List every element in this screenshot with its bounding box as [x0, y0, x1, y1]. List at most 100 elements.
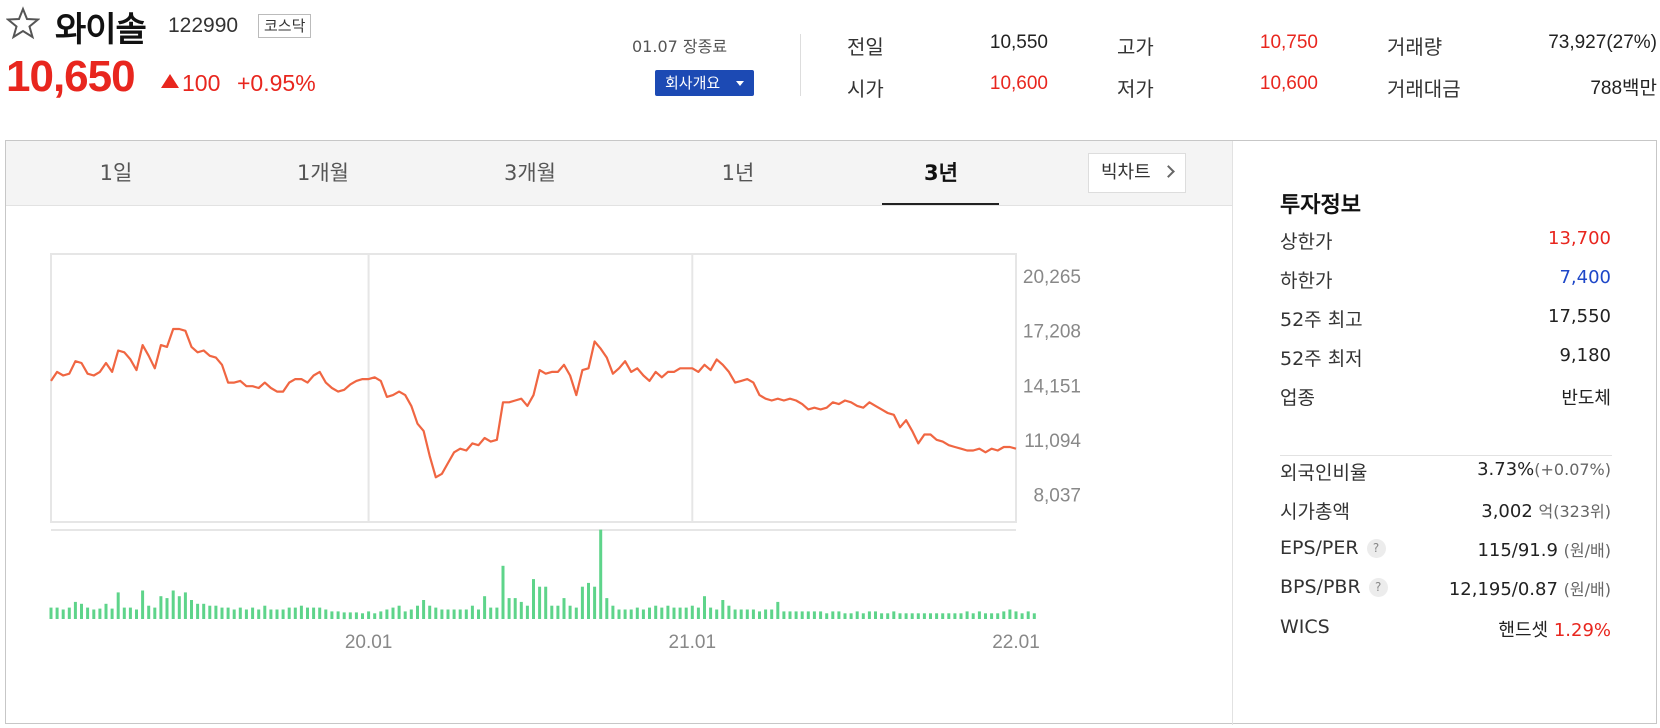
volume-bar	[672, 607, 676, 619]
tab-1d[interactable]: 1일	[99, 161, 133, 185]
volume-bar	[428, 605, 432, 619]
volume-bar	[599, 529, 603, 619]
tab-3y[interactable]: 3년	[924, 161, 958, 185]
volume-bar	[397, 605, 401, 619]
volume-bar	[220, 607, 224, 619]
wics-label: WICS	[1280, 616, 1330, 638]
volume-bar	[739, 609, 743, 619]
volume-bar	[648, 607, 651, 619]
volume-bar	[263, 605, 267, 619]
volume-bar	[947, 613, 951, 619]
wics-value[interactable]: 핸드셋 1.29%	[1498, 616, 1611, 642]
volume-bar	[208, 605, 212, 619]
x-tick-label: 22.01	[992, 632, 1040, 653]
volume-bar	[635, 607, 639, 619]
market-cap-rank: (323위)	[1553, 502, 1611, 521]
up-arrow-icon	[161, 74, 179, 88]
volume-bar	[959, 613, 963, 619]
volume-bar	[281, 609, 285, 619]
volume-bar	[562, 598, 566, 619]
volume-bar	[922, 613, 926, 619]
question-icon[interactable]: ?	[1366, 539, 1386, 558]
high52-label: 52주 최고	[1280, 309, 1363, 331]
tab-3m[interactable]: 3개월	[503, 161, 556, 185]
foreign-ratio-label: 외국인비율	[1280, 462, 1368, 484]
prev-close-label: 전일	[847, 35, 884, 59]
volume-bar	[348, 612, 352, 620]
volume-bar	[641, 609, 645, 619]
sector-label: 업종	[1280, 387, 1315, 409]
volume-bar	[721, 600, 725, 619]
low52-label: 52주 최저	[1280, 348, 1363, 370]
company-overview-label: 회사개요	[665, 74, 721, 92]
tab-1m[interactable]: 1개월	[296, 161, 349, 185]
wics-sector[interactable]: 핸드셋	[1498, 620, 1549, 641]
volume-bar	[745, 609, 749, 619]
volume-bar	[519, 601, 523, 619]
volume-bar	[806, 611, 810, 619]
volume-bar	[434, 607, 438, 619]
wics-percent: 1.29%	[1553, 620, 1611, 641]
volume-bar	[623, 609, 627, 619]
lower-limit-value: 7,400	[1559, 267, 1611, 288]
volume-bar	[910, 613, 914, 619]
volume-bar	[849, 613, 853, 619]
volume-bar	[135, 609, 138, 619]
volume-bar	[477, 609, 480, 619]
bigchart-button[interactable]: 빅차트	[1088, 153, 1186, 193]
volume-bar	[605, 598, 609, 619]
volume-bar	[898, 613, 902, 619]
volume-bar	[538, 586, 542, 619]
volume-bar	[965, 611, 969, 619]
active-tab-indicator	[882, 203, 999, 205]
volume-bar	[153, 607, 157, 619]
chart-panel: 1일 1개월 3개월 1년 3년 빅차트 20,265 17,208 14,151 1…	[5, 140, 1657, 725]
volume-bar	[996, 613, 1000, 619]
volume-bar	[825, 613, 829, 619]
bps-pbr-label-text: BPS/PBR	[1280, 576, 1361, 598]
upper-limit-label: 상한가	[1280, 231, 1333, 253]
sector-value: 반도체	[1561, 388, 1611, 409]
volume-bar	[147, 605, 151, 619]
volume-bar	[916, 613, 920, 619]
question-icon[interactable]: ?	[1368, 578, 1388, 597]
volume-bar	[794, 611, 798, 619]
bps-pbr-unit: (원/배)	[1563, 580, 1611, 599]
volume-bar	[703, 596, 706, 619]
volume-bar	[391, 607, 395, 619]
volume-bar	[196, 603, 200, 619]
volume-bar	[104, 603, 108, 619]
volume-bar	[935, 613, 939, 619]
trade-value-label: 거래대금	[1387, 77, 1461, 101]
market-cap-unit: 억	[1538, 502, 1554, 521]
current-price: 10,650	[6, 52, 136, 101]
volume-bar	[971, 613, 975, 619]
company-overview-button[interactable]: 회사개요	[655, 70, 754, 96]
eps-per: 115/91.9	[1477, 540, 1558, 561]
volume-bar	[354, 612, 358, 620]
open-label: 시가	[847, 77, 884, 101]
price-plot-frame	[50, 253, 1017, 523]
foreign-ratio-change: (+0.07%)	[1534, 460, 1611, 479]
tab-1y[interactable]: 1년	[721, 161, 755, 185]
eps-per-label: EPS/PER?	[1280, 537, 1386, 559]
volume-bar	[941, 613, 945, 619]
volume-bar	[373, 613, 377, 619]
favorite-star-icon[interactable]	[6, 6, 40, 40]
eps-per-unit: (원/배)	[1563, 541, 1611, 560]
volume-bar	[202, 603, 206, 619]
volume-bar	[684, 607, 688, 619]
volume-bar	[367, 611, 371, 619]
volume-bar	[782, 611, 786, 619]
volume-bar	[422, 600, 426, 619]
volume-bar	[880, 613, 884, 619]
y-tick-label: 8,037	[1033, 486, 1081, 507]
volume-bar	[843, 613, 847, 619]
low-label: 저가	[1117, 77, 1154, 101]
volume-bar	[452, 609, 456, 619]
x-tick-label: 21.01	[669, 632, 717, 653]
volume-bar	[440, 609, 444, 619]
chart-area: 20,265 17,208 14,151 11,094 8,037 20.01 21.01 2…	[6, 207, 1232, 725]
volume-bar	[812, 611, 816, 619]
volume-bar	[929, 613, 932, 619]
